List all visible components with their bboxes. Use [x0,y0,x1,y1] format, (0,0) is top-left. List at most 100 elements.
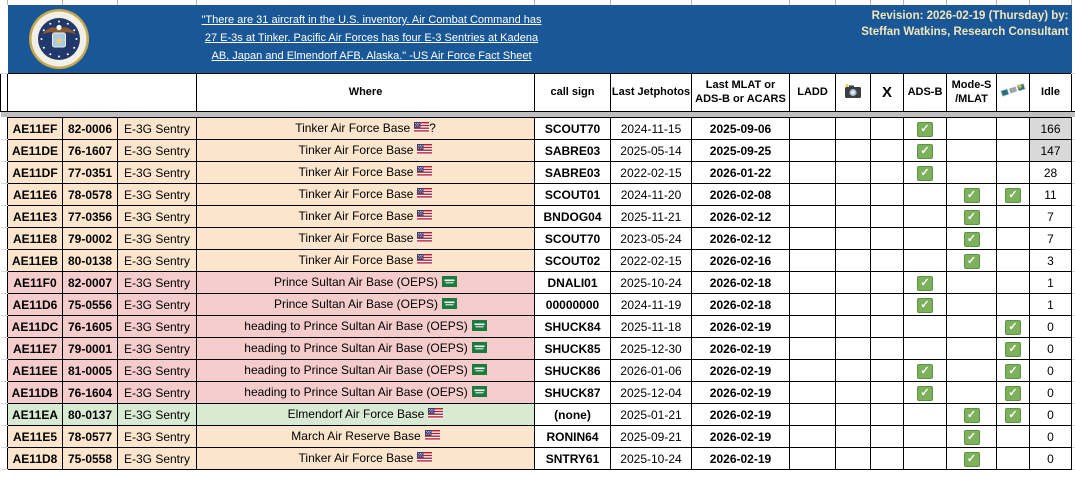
cell-idle: 0 [1030,426,1072,448]
us-flag-icon [417,232,432,246]
cell-adsb: ✓ [904,382,947,404]
cell-last-jetphotos: 2025-11-18 [611,316,692,338]
cell-last-jetphotos: 2024-11-19 [611,294,692,316]
cell-call-sign: SHUCK87 [535,382,611,404]
saudi-flag-icon [442,276,457,290]
row-gutter-right [1072,338,1075,360]
cell-aircraft-type: E-3G Sentry [118,294,197,316]
cell-mode-s-mlat [947,360,997,382]
row-gutter-left [1,140,8,162]
cell-satellite: ✓ [997,360,1030,382]
revision-note: Revision: 2026-02-19 (Thursday) by: Stef… [861,9,1068,40]
cell-camera [836,316,871,338]
row-gutter-right [1072,206,1075,228]
cell-x [871,360,904,382]
cell-mode-s-mlat [947,162,997,184]
cell-mode-s-mlat: ✓ [947,206,997,228]
us-flag-icon [428,408,443,422]
cell-serial-number: 76-1607 [63,140,118,162]
cell-satellite [997,228,1030,250]
cell-x [871,404,904,426]
cell-camera [836,294,871,316]
cell-x [871,338,904,360]
header-ladd: LADD [790,74,836,112]
cell-x [871,206,904,228]
cell-idle: 1 [1030,294,1072,316]
row-gutter-left [1,206,8,228]
green-check-icon: ✓ [1005,188,1021,203]
cell-serial-number: 82-0006 [63,118,118,140]
cell-adsb [904,250,947,272]
cell-last-mlat: 2026-02-18 [692,294,790,316]
row-gutter-left [1,338,8,360]
cell-idle: 0 [1030,382,1072,404]
cell-satellite [997,250,1030,272]
fact-sheet-quote-link[interactable]: "There are 31 aircraft in the U.S. inven… [202,14,542,62]
cell-hex-code: AE11DC [8,316,63,338]
cell-mode-s-mlat [947,382,997,404]
row-gutter-left [1,272,8,294]
us-flag-icon [417,210,432,224]
row-gutter-right [1072,118,1075,140]
cell-mode-s-mlat [947,338,997,360]
cell-satellite: ✓ [997,404,1030,426]
row-gutter-left [1,184,8,206]
cell-last-mlat: 2026-01-22 [692,162,790,184]
cell-where: Tinker Air Force Base [197,228,535,250]
cell-satellite: ✓ [997,382,1030,404]
cell-where: Tinker Air Force Base [197,250,535,272]
green-check-icon: ✓ [917,276,933,291]
cell-ladd [790,382,836,404]
cell-ladd [790,228,836,250]
cell-mode-s-mlat [947,140,997,162]
cell-call-sign: BNDOG04 [535,206,611,228]
cell-ladd [790,250,836,272]
cell-where: Prince Sultan Air Base (OEPS) [197,294,535,316]
cell-x [871,162,904,184]
cell-call-sign: SHUCK84 [535,316,611,338]
cell-hex-code: AE11E7 [8,338,63,360]
cell-adsb [904,184,947,206]
us-flag-icon [417,452,432,466]
cell-serial-number: 77-0356 [63,206,118,228]
cell-x [871,272,904,294]
cell-hex-code: AE11F0 [8,272,63,294]
cell-last-jetphotos: 2025-09-21 [611,426,692,448]
fact-sheet-quote: "There are 31 aircraft in the U.S. inven… [198,10,546,64]
header-camera [836,74,871,112]
cell-ladd [790,140,836,162]
cell-adsb: ✓ [904,118,947,140]
cell-last-jetphotos: 2025-01-21 [611,404,692,426]
cell-where: Prince Sultan Air Base (OEPS) [197,272,535,294]
green-check-icon: ✓ [917,144,933,159]
row-gutter-left [1,294,8,316]
green-check-icon: ✓ [1005,386,1021,401]
cell-where: heading to Prince Sultan Air Base (OEPS) [197,360,535,382]
cell-call-sign: SCOUT70 [535,118,611,140]
banner-gutter-right [1072,5,1075,74]
cell-x [871,118,904,140]
banner-gutter-left [1,5,8,74]
cell-aircraft-type: E-3G Sentry [118,316,197,338]
cell-aircraft-type: E-3G Sentry [118,228,197,250]
cell-hex-code: AE11E8 [8,228,63,250]
cell-adsb: ✓ [904,272,947,294]
revision-line2: Steffan Watkins, Research Consultant [861,25,1068,41]
green-check-icon: ✓ [964,452,980,467]
cell-adsb [904,206,947,228]
saudi-flag-icon [472,320,487,334]
cell-camera [836,426,871,448]
cell-mode-s-mlat: ✓ [947,426,997,448]
cell-idle: 0 [1030,360,1072,382]
cell-serial-number: 75-0556 [63,294,118,316]
cell-aircraft-type: E-3G Sentry [118,140,197,162]
cell-serial-number: 80-0138 [63,250,118,272]
cell-ladd [790,162,836,184]
header-where: Where [197,74,535,112]
cell-hex-code: AE11EA [8,404,63,426]
